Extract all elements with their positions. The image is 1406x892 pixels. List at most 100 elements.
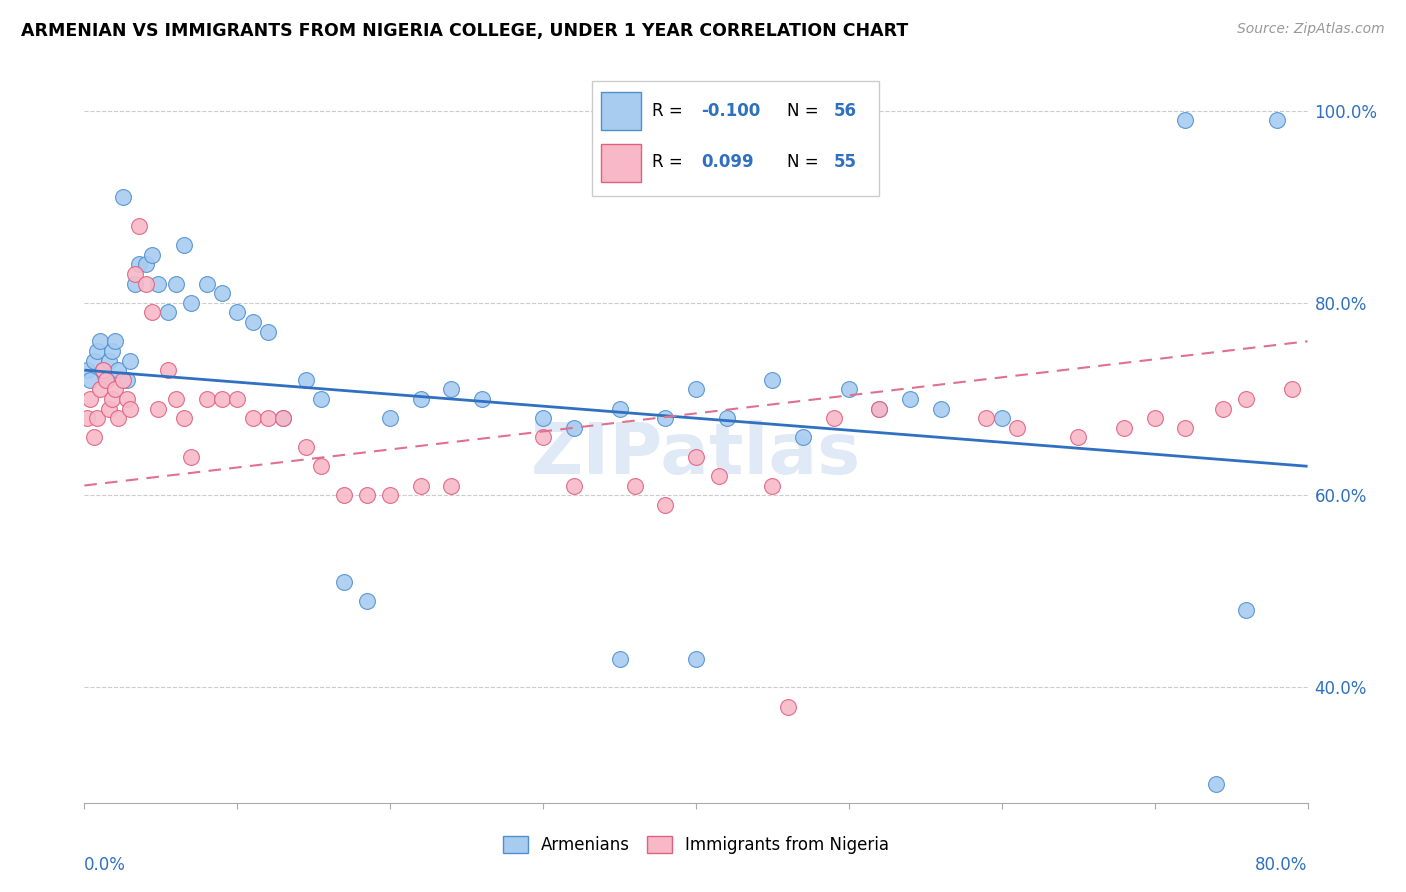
Point: [76, 363, 98, 377]
Point: [380, 411, 402, 425]
Point: [716, 411, 738, 425]
Point: [135, 277, 157, 291]
Point: [654, 498, 676, 512]
Point: [257, 325, 280, 339]
Point: [1236, 392, 1258, 406]
Point: [776, 699, 799, 714]
Point: [226, 392, 249, 406]
Point: [869, 401, 891, 416]
Point: [242, 411, 264, 425]
Point: [311, 459, 333, 474]
Point: [146, 277, 169, 291]
Point: [128, 219, 150, 233]
Point: [94, 373, 117, 387]
Point: [120, 353, 142, 368]
Point: [94, 373, 117, 387]
Point: [107, 411, 129, 425]
Point: [76, 411, 98, 425]
Point: [562, 421, 585, 435]
Point: [101, 343, 124, 358]
Point: [976, 411, 998, 425]
Point: [1067, 430, 1090, 444]
Point: [823, 411, 845, 425]
Point: [898, 392, 921, 406]
Point: [1005, 421, 1028, 435]
Point: [869, 401, 891, 416]
Text: ZIPatlas: ZIPatlas: [531, 420, 860, 490]
Point: [83, 430, 105, 444]
Point: [271, 411, 294, 425]
Point: [333, 488, 356, 502]
Point: [929, 401, 952, 416]
Point: [609, 401, 631, 416]
Point: [79, 373, 101, 387]
Point: [141, 305, 163, 319]
Point: [104, 382, 127, 396]
Point: [91, 363, 114, 377]
Point: [685, 450, 707, 464]
Point: [1143, 411, 1166, 425]
Point: [562, 478, 585, 492]
Point: [173, 411, 195, 425]
Point: [356, 488, 378, 502]
Point: [242, 315, 264, 329]
Point: [124, 267, 146, 281]
Point: [1236, 603, 1258, 617]
Point: [101, 392, 124, 406]
Point: [165, 277, 187, 291]
Point: [91, 363, 114, 377]
Point: [838, 382, 860, 396]
Point: [609, 651, 631, 665]
Point: [257, 411, 280, 425]
Point: [1265, 113, 1288, 128]
Point: [707, 469, 730, 483]
Point: [271, 411, 294, 425]
Point: [173, 238, 195, 252]
Text: 0.0%: 0.0%: [84, 855, 127, 873]
Point: [128, 257, 150, 271]
Point: [1212, 401, 1234, 416]
Point: [440, 382, 463, 396]
Point: [111, 373, 134, 387]
Point: [471, 392, 494, 406]
Point: [440, 478, 463, 492]
Point: [120, 401, 142, 416]
Point: [991, 411, 1014, 425]
Point: [761, 478, 783, 492]
Point: [195, 277, 218, 291]
Point: [226, 305, 249, 319]
Point: [89, 334, 111, 349]
Point: [211, 392, 233, 406]
Point: [141, 248, 163, 262]
Text: 80.0%: 80.0%: [1256, 855, 1308, 873]
Point: [295, 373, 318, 387]
Point: [79, 392, 101, 406]
Point: [624, 478, 647, 492]
Point: [165, 392, 187, 406]
Point: [115, 373, 138, 387]
Point: [180, 450, 202, 464]
Point: [531, 430, 554, 444]
Point: [146, 401, 169, 416]
Point: [157, 305, 180, 319]
Point: [195, 392, 218, 406]
Point: [211, 286, 233, 301]
Point: [409, 478, 432, 492]
Point: [685, 651, 707, 665]
Point: [135, 257, 157, 271]
Text: ARMENIAN VS IMMIGRANTS FROM NIGERIA COLLEGE, UNDER 1 YEAR CORRELATION CHART: ARMENIAN VS IMMIGRANTS FROM NIGERIA COLL…: [21, 22, 908, 40]
Point: [97, 353, 120, 368]
Point: [107, 363, 129, 377]
Point: [1114, 421, 1136, 435]
Legend: Armenians, Immigrants from Nigeria: Armenians, Immigrants from Nigeria: [496, 830, 896, 861]
Point: [792, 430, 814, 444]
Point: [409, 392, 432, 406]
Point: [104, 334, 127, 349]
Text: Source: ZipAtlas.com: Source: ZipAtlas.com: [1237, 22, 1385, 37]
Point: [89, 382, 111, 396]
Point: [654, 411, 676, 425]
Point: [685, 382, 707, 396]
Point: [1281, 382, 1303, 396]
Point: [1174, 113, 1197, 128]
Point: [761, 373, 783, 387]
